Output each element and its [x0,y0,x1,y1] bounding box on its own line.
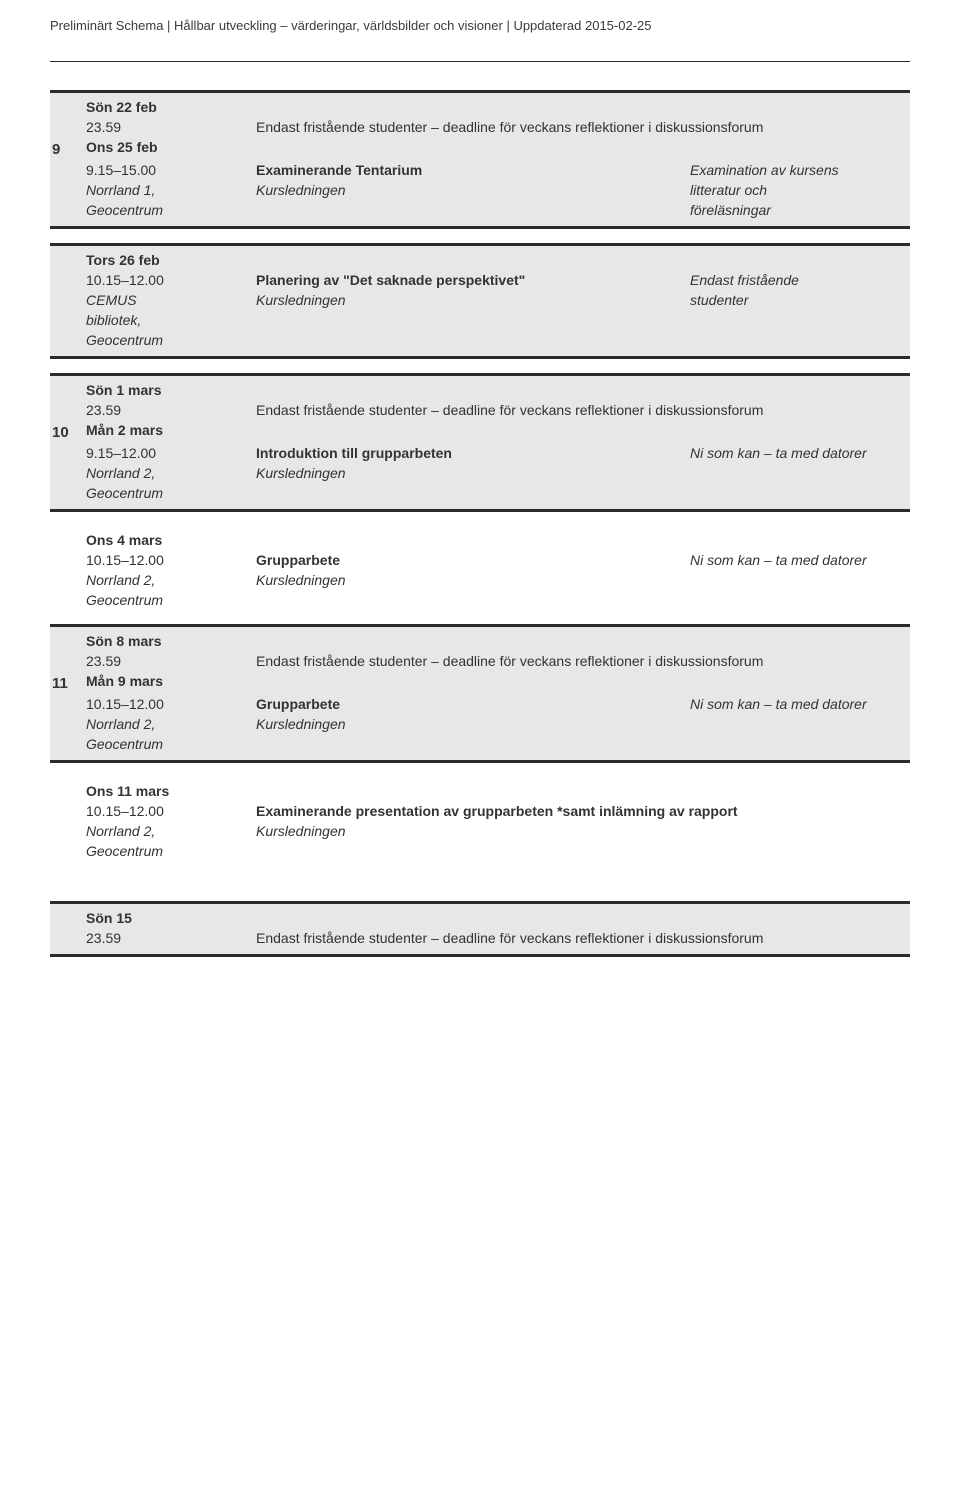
session-note: studenter [690,292,748,308]
header-left: Preliminärt Schema [50,18,163,33]
time-label: 23.59 [86,653,121,669]
time-label: 10.15–12.00 [86,803,164,819]
time-label: 10.15–12.00 [86,696,164,712]
day-label: Ons 11 mars [86,783,169,799]
day-label: Ons 25 feb [86,139,158,155]
day-label: Mån 9 mars [86,673,163,689]
time-label: 10.15–12.00 [86,552,164,568]
time-label: 23.59 [86,119,121,135]
schedule-block: Sön 22 feb 23.59 Endast fristående stude… [50,90,910,229]
session-sub: Kursledningen [256,572,346,588]
session-note: Examination av kursens [690,162,839,178]
day-label: Tors 26 feb [86,252,160,268]
session-title: Planering av "Det saknade perspektivet" [256,272,525,288]
location: Norrland 2, [86,823,155,839]
session-sub: Kursledningen [256,182,346,198]
deadline-text: Endast fristående studenter – deadline f… [256,402,763,418]
location: Geocentrum [86,592,163,608]
schedule-block: Sön 15 23.59 Endast fristående studenter… [50,901,910,957]
location: Geocentrum [86,332,163,348]
session-sub: Kursledningen [256,716,346,732]
week-number: 10 [52,424,69,441]
location: bibliotek, [86,312,141,328]
day-label: Sön 8 mars [86,633,161,649]
time-label: 23.59 [86,930,121,946]
header-mid: Hållbar utveckling – värderingar, världs… [174,18,503,33]
location: CEMUS [86,292,137,308]
session-sub: Kursledningen [256,823,346,839]
location: Geocentrum [86,202,163,218]
deadline-text: Endast fristående studenter – deadline f… [256,930,763,946]
session-sub: Kursledningen [256,292,346,308]
deadline-text: Endast fristående studenter – deadline f… [256,119,763,135]
session-title: Examinerande presentation av grupparbete… [256,803,738,819]
session-note: Ni som kan – ta med datorer [690,552,867,568]
location: Norrland 2, [86,716,155,732]
page-header: Preliminärt Schema | Hållbar utveckling … [50,18,910,33]
location: Norrland 2, [86,572,155,588]
week-number: 11 [52,675,68,692]
day-label: Sön 1 mars [86,382,161,398]
session-note: litteratur och [690,182,767,198]
location: Geocentrum [86,843,163,859]
session-title: Introduktion till grupparbeten [256,445,452,461]
time-label: 9.15–15.00 [86,162,156,178]
location: Norrland 1, [86,182,155,198]
header-right: Uppdaterad 2015-02-25 [513,18,651,33]
session-note: Ni som kan – ta med datorer [690,445,867,461]
day-label: Mån 2 mars [86,422,163,438]
session-title: Grupparbete [256,552,340,568]
schedule-block: Sön 8 mars 23.59 Endast fristående stude… [50,624,910,763]
schedule-block: Tors 26 feb 10.15–12.00 Planering av "De… [50,243,910,359]
day-label: Sön 22 feb [86,99,157,115]
day-label: Sön 15 [86,910,132,926]
schedule-block: Sön 1 mars 23.59 Endast fristående stude… [50,373,910,512]
session-note: Ni som kan – ta med datorer [690,696,867,712]
time-label: 9.15–12.00 [86,445,156,461]
day-label: Ons 4 mars [86,532,162,548]
session-sub: Kursledningen [256,465,346,481]
schedule-block: Ons 4 mars 10.15–12.00 Grupparbete Ni so… [50,526,910,610]
location: Geocentrum [86,736,163,752]
session-note: föreläsningar [690,202,771,218]
deadline-text: Endast fristående studenter – deadline f… [256,653,763,669]
week-number: 9 [52,141,60,158]
time-label: 10.15–12.00 [86,272,164,288]
schedule-block: Ons 11 mars 10.15–12.00 Examinerande pre… [50,777,910,861]
session-title: Grupparbete [256,696,340,712]
session-title: Examinerande Tentarium [256,162,422,178]
location: Norrland 2, [86,465,155,481]
time-label: 23.59 [86,402,121,418]
location: Geocentrum [86,485,163,501]
session-note: Endast fristående [690,272,799,288]
